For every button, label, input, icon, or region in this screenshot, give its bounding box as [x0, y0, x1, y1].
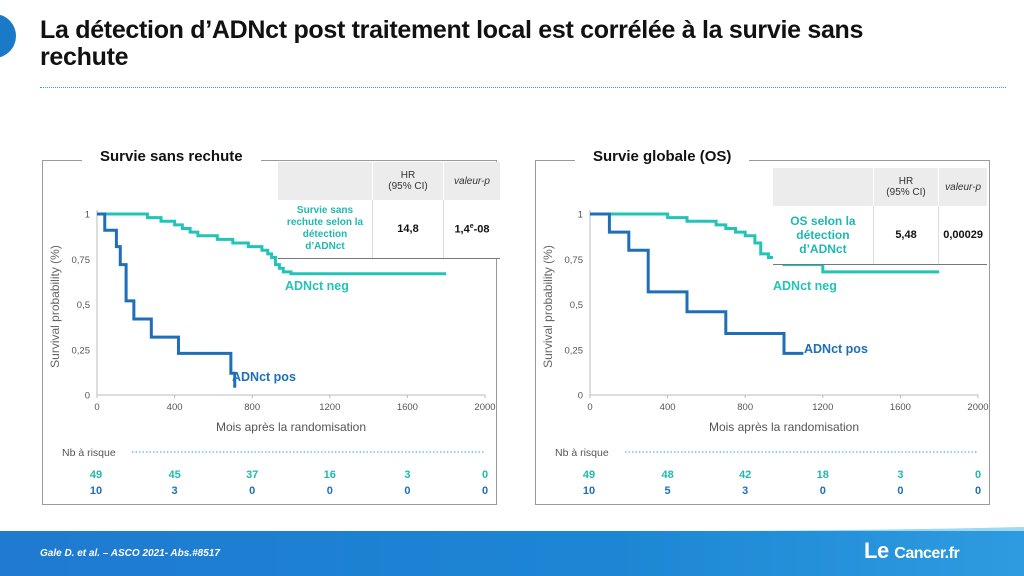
y-tick-label: 0,75 [72, 255, 91, 266]
risk-count-pos: 10 [583, 485, 595, 497]
y-tick-label: 0,5 [570, 300, 583, 311]
series-label-adnct-pos: ADNct pos [804, 342, 868, 356]
x-tick-label: 2000 [474, 402, 495, 413]
y-tick-label: 1 [578, 210, 583, 221]
risk-table-label: Nb à risque [62, 447, 116, 459]
y-tick-label: 0,25 [565, 345, 584, 356]
panel-title: Survie globale (OS) [575, 148, 750, 165]
panel-rfs: Survie sans rechute 0 0,25 0,5 0,75 1 0 400 800… [42, 148, 500, 505]
panel-os: Survie globale (OS) 0 0,25 0,5 0,75 1 0 400 800… [535, 148, 990, 505]
y-axis-label: Survival probability (%) [48, 245, 62, 368]
risk-count-neg: 45 [168, 469, 180, 481]
series-label-adnct-neg: ADNct neg [773, 279, 837, 293]
x-tick-label: 0 [587, 402, 592, 413]
panel-frame [535, 160, 990, 505]
risk-count-neg: 49 [90, 469, 102, 481]
risk-count-neg: 18 [817, 469, 829, 481]
risk-count-pos: 0 [975, 485, 981, 497]
risk-count-pos: 5 [665, 485, 671, 497]
risk-count-neg: 3 [897, 469, 903, 481]
risk-count-pos: 0 [327, 485, 333, 497]
x-tick-label: 800 [737, 402, 753, 413]
x-tick-label: 400 [167, 402, 183, 413]
x-tick-label: 400 [660, 402, 676, 413]
x-tick-label: 2000 [967, 402, 988, 413]
lecancer-logo: Le Cancer.fr [864, 538, 960, 563]
x-tick-label: 1200 [812, 402, 833, 413]
risk-count-neg: 48 [661, 469, 673, 481]
risk-count-pos: 0 [404, 485, 410, 497]
row-label: Survie sans rechute selon la détection d… [278, 200, 373, 259]
x-tick-label: 1600 [397, 402, 418, 413]
series-line-adnct-pos [97, 212, 237, 388]
y-tick-label: 0 [578, 391, 583, 402]
hr-table-rfs: HR (95% CI) valeur-p Survie sans rechute … [278, 162, 500, 259]
col-hr: HR [400, 170, 416, 181]
p-value: 1,4e-08 [443, 200, 500, 259]
series-line-adnct-neg [97, 212, 447, 276]
risk-table-label: Nb à risque [555, 447, 609, 459]
col-p: valeur-p [443, 162, 500, 200]
x-axis-label: Mois après la randomisation [709, 420, 859, 434]
citation: Gale D. et al. – ASCO 2021- Abs.#8517 [40, 548, 220, 559]
risk-count-neg: 0 [482, 469, 488, 481]
x-axis-label: Mois après la randomisation [216, 420, 366, 434]
risk-count-pos: 0 [249, 485, 255, 497]
row-label: OS selon la détection d’ADNct [773, 206, 874, 265]
hr-table-os: HR (95% CI) valeur-p OS selon la détectio… [773, 168, 987, 265]
series-label-adnct-neg: ADNct neg [285, 279, 349, 293]
x-tick-label: 800 [244, 402, 260, 413]
accent-tab [0, 14, 16, 58]
x-tick-label: 0 [94, 402, 99, 413]
y-tick-label: 1 [85, 210, 90, 221]
x-tick-label: 1600 [890, 402, 911, 413]
risk-count-pos: 10 [90, 485, 102, 497]
risk-count-neg: 16 [324, 469, 336, 481]
risk-count-neg: 37 [246, 469, 258, 481]
risk-count-pos: 0 [897, 485, 903, 497]
slide-title: La détection d’ADNct post traitement loc… [40, 16, 864, 71]
risk-count-neg: 3 [404, 469, 410, 481]
risk-count-neg: 0 [975, 469, 981, 481]
col-hr-ci: (95% CI) [388, 181, 428, 192]
footer-band [0, 531, 1024, 576]
y-tick-label: 0,25 [72, 345, 91, 356]
panel-title: Survie sans rechute [82, 148, 261, 165]
risk-count-pos: 0 [482, 485, 488, 497]
p-value: 0,00029 [938, 206, 987, 265]
title-divider [40, 87, 1006, 88]
risk-count-neg: 42 [739, 469, 751, 481]
x-tick-label: 1200 [319, 402, 340, 413]
col-hr: HR [898, 176, 914, 187]
risk-count-pos: 3 [172, 485, 178, 497]
panel-frame [42, 160, 497, 505]
hr-value: 14,8 [372, 200, 444, 259]
col-p: valeur-p [938, 168, 987, 206]
y-tick-label: 0,75 [565, 255, 584, 266]
hr-value: 5,48 [872, 206, 939, 265]
series-line-adnct-pos [590, 212, 804, 355]
series-label-adnct-pos: ADNct pos [232, 370, 296, 384]
y-axis-label: Survival probability (%) [541, 245, 555, 368]
y-tick-label: 0,5 [77, 300, 90, 311]
risk-count-neg: 49 [583, 469, 595, 481]
risk-count-pos: 3 [742, 485, 748, 497]
col-hr-ci: (95% CI) [886, 187, 926, 198]
y-tick-label: 0 [85, 391, 90, 402]
risk-count-pos: 0 [820, 485, 826, 497]
